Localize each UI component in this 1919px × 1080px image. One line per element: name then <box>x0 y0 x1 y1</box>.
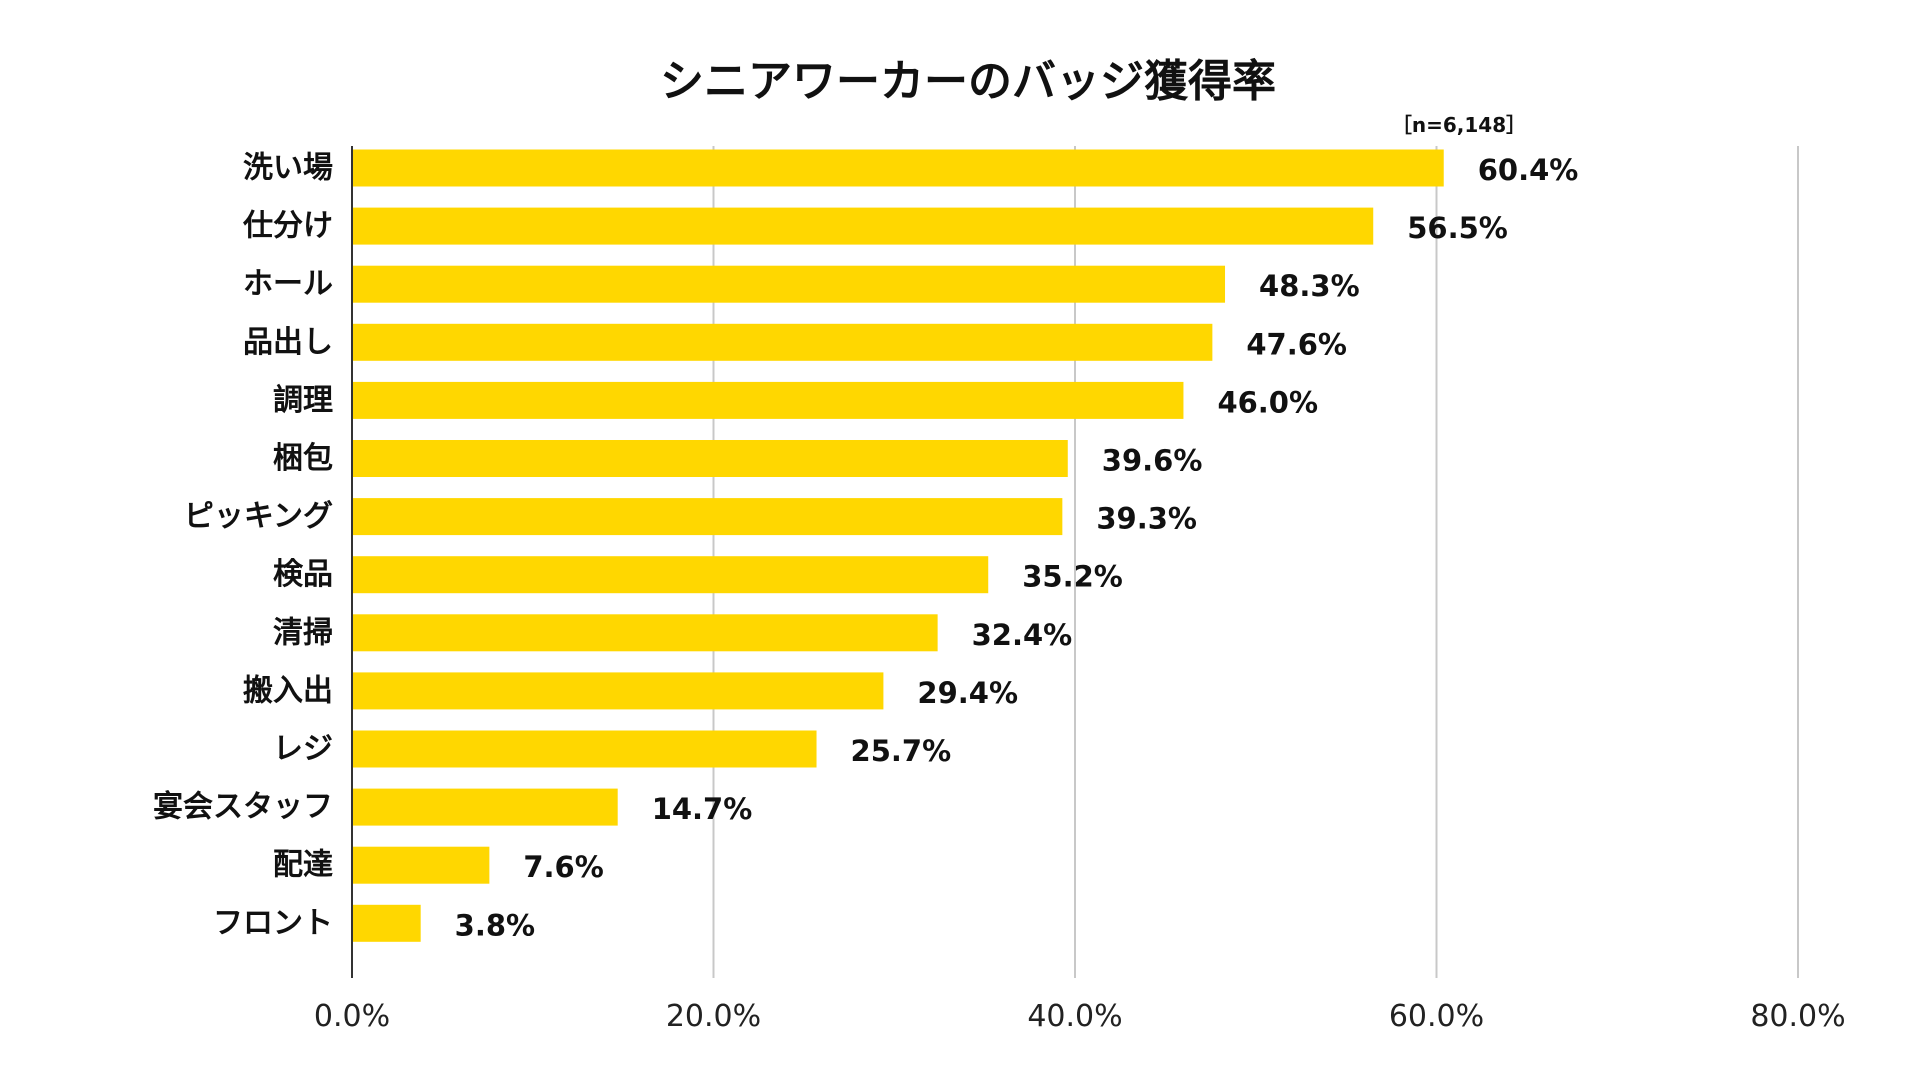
bar <box>352 556 989 594</box>
category-label: 洗い場 <box>243 151 333 186</box>
bar <box>352 381 1184 419</box>
category-label: フロント <box>213 906 333 941</box>
bar <box>352 323 1213 361</box>
data-label: 7.6% <box>523 850 603 884</box>
data-label: 47.6% <box>1246 327 1347 361</box>
bar <box>352 730 817 768</box>
category-label: 仕分け <box>242 209 333 244</box>
data-label: 32.4% <box>972 618 1073 652</box>
category-label: ピッキング <box>184 499 333 534</box>
data-label: 39.3% <box>1096 502 1197 536</box>
category-label: 品出し <box>243 325 333 360</box>
category-label: レジ <box>273 732 333 767</box>
x-tick-label: 20.0% <box>666 999 761 1034</box>
data-label: 29.4% <box>917 676 1018 710</box>
category-label: 配達 <box>273 848 333 883</box>
data-label: 3.8% <box>455 908 535 942</box>
data-label: 39.6% <box>1102 444 1203 478</box>
data-label: 60.4% <box>1478 153 1579 187</box>
x-tick-label: 40.0% <box>1027 999 1122 1034</box>
sample-size-note: ［n=6,148］ <box>1392 113 1526 137</box>
category-label: ホール <box>243 267 333 302</box>
category-label: 宴会スタッフ <box>153 790 333 825</box>
data-label: 14.7% <box>652 792 753 826</box>
bar <box>352 440 1068 477</box>
bar <box>352 207 1374 245</box>
category-label: 検品 <box>273 557 333 592</box>
data-label: 46.0% <box>1217 385 1318 419</box>
category-label: 梱包 <box>273 441 333 476</box>
x-tick-label: 80.0% <box>1750 999 1845 1034</box>
category-label: 清掃 <box>273 615 333 650</box>
data-label: 35.2% <box>1022 560 1123 594</box>
bar <box>352 672 884 710</box>
data-label: 25.7% <box>851 734 952 768</box>
x-tick-label: 0.0% <box>314 999 390 1034</box>
bar <box>352 614 938 652</box>
category-label: 搬入出 <box>243 673 333 708</box>
chart-title: シニアワーカーのバッジ獲得率 <box>660 56 1276 107</box>
bar <box>352 788 618 826</box>
bars <box>352 149 1444 942</box>
category-label: 調理 <box>273 383 333 418</box>
bar <box>352 904 421 942</box>
labels: 0.0% 20.0% 40.0% 60.0% 80.0% 洗い場 60.4% 仕分け 56.5%… <box>153 151 1846 1035</box>
bar <box>352 846 490 884</box>
bar <box>352 149 1444 187</box>
data-label: 56.5% <box>1407 211 1508 245</box>
bar <box>352 265 1226 303</box>
x-tick-label: 60.0% <box>1389 999 1484 1034</box>
data-label: 48.3% <box>1259 269 1360 303</box>
bar <box>352 498 1063 536</box>
